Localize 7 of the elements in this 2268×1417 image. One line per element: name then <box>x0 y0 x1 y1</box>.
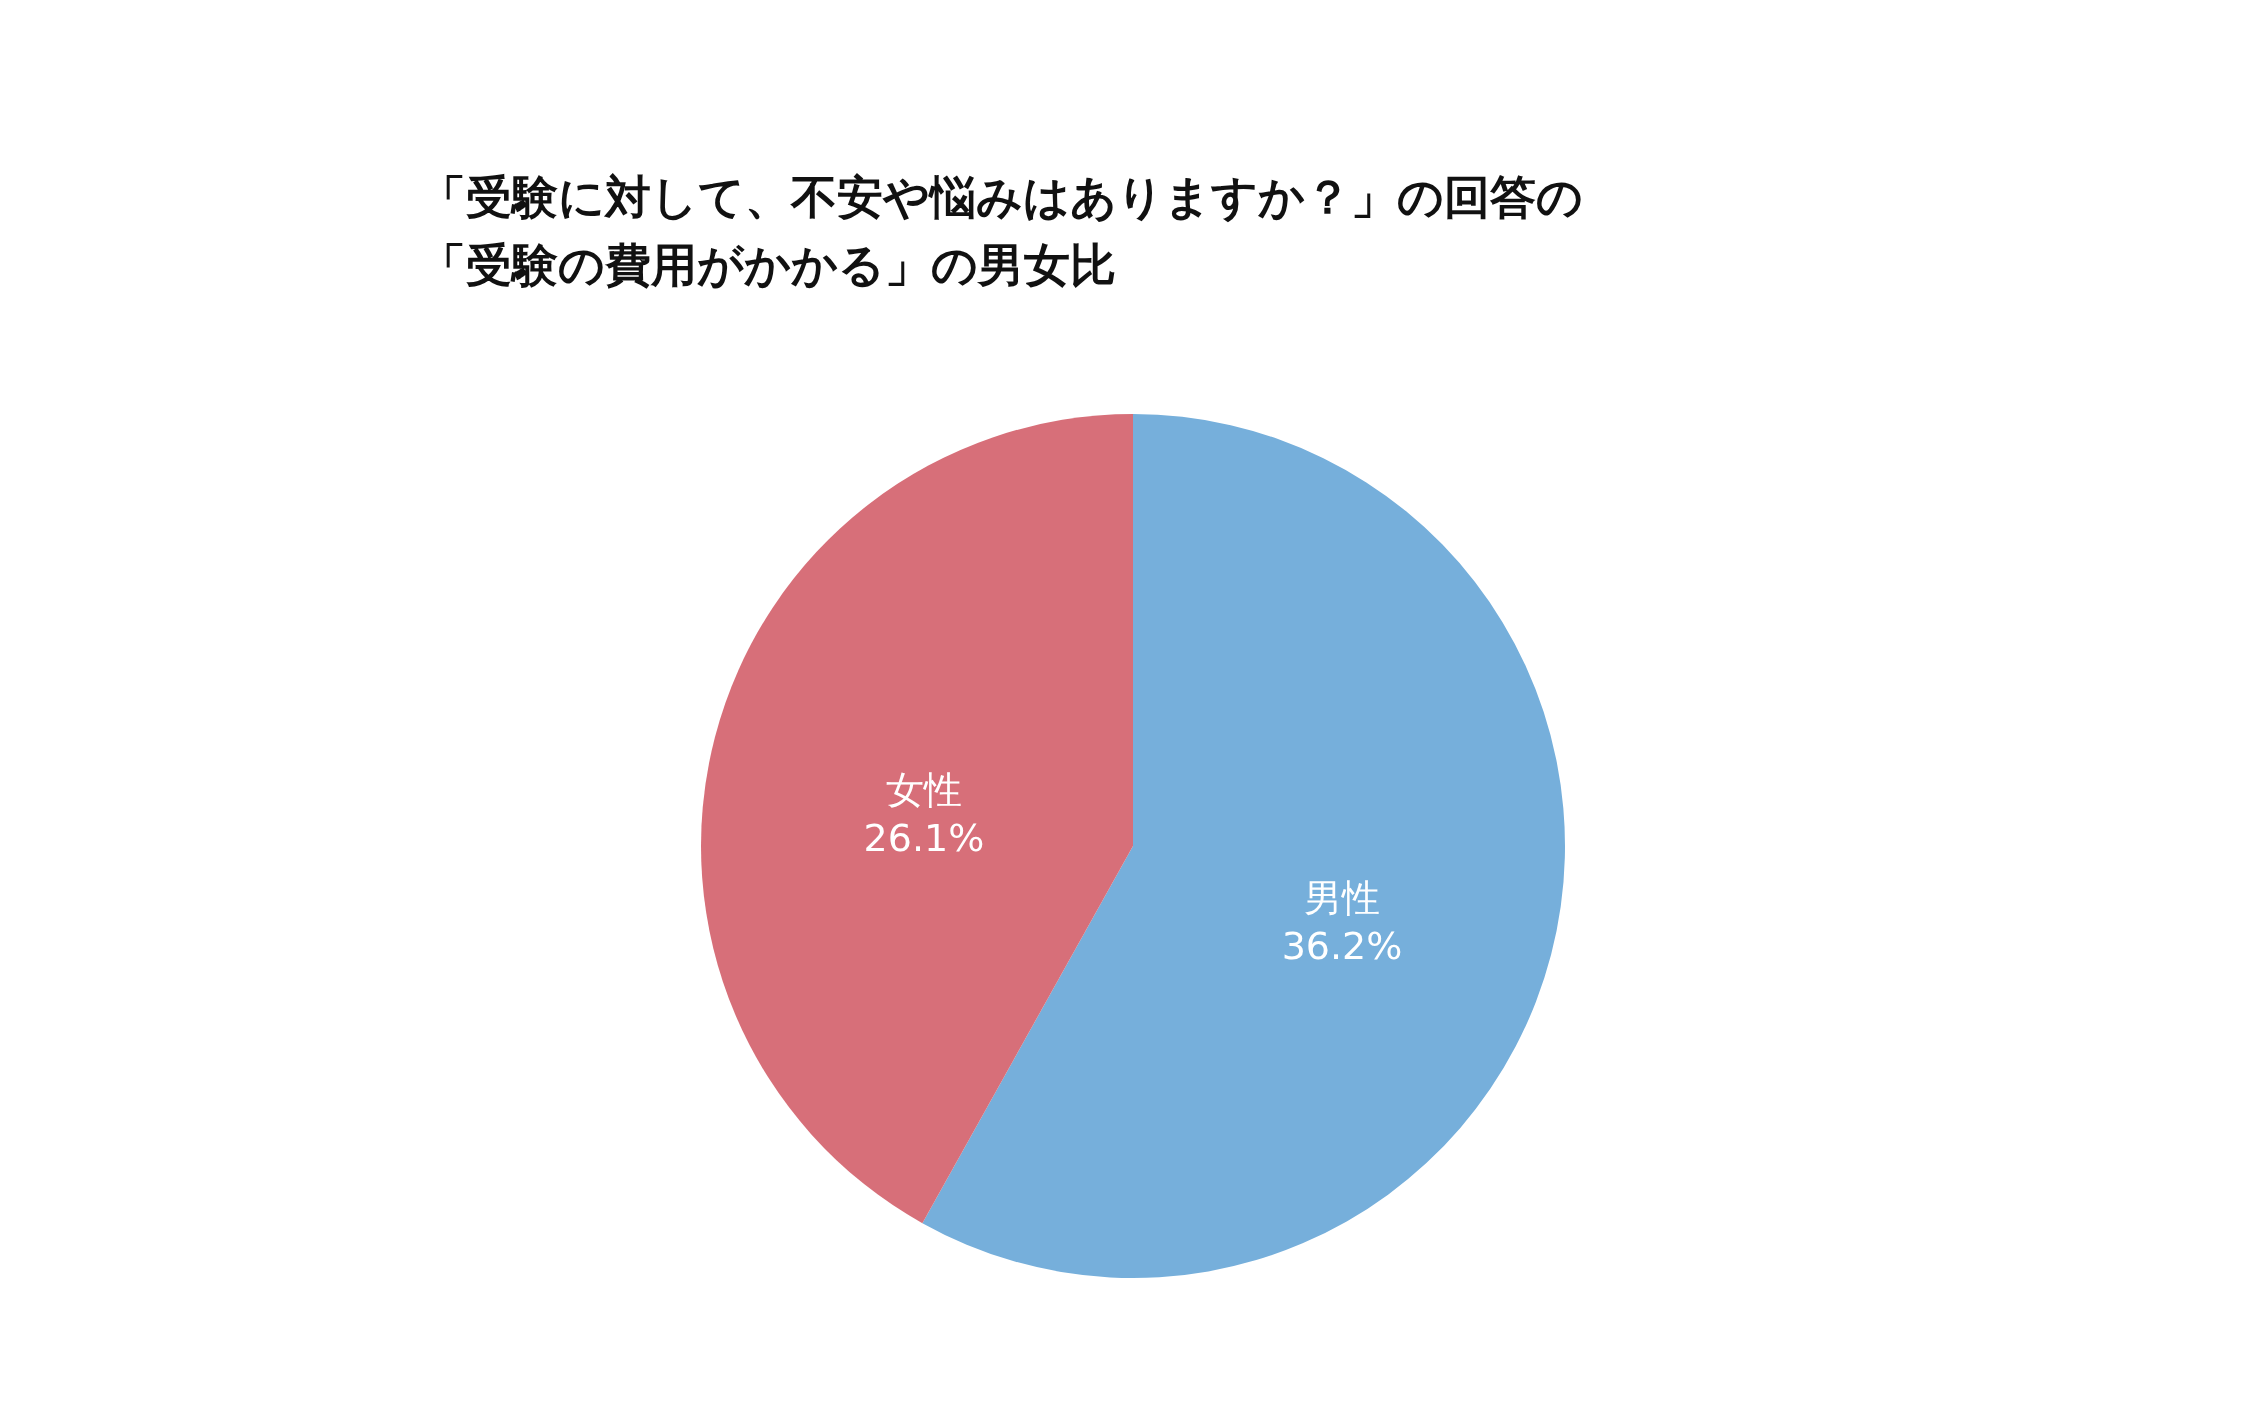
pie-slice <box>701 414 1133 1224</box>
chart-subtitle: 「受験の費用がかかる」の男女比 <box>420 238 1116 292</box>
slice-label: 男性 <box>1304 876 1381 921</box>
data-label: 26.1% <box>863 815 985 860</box>
data-label: 36.2% <box>1281 924 1403 969</box>
chart-title: 「受験に対して、不安や悩みはありますか？」の回答の <box>420 170 1583 224</box>
slice-label: 女性 <box>885 767 962 812</box>
